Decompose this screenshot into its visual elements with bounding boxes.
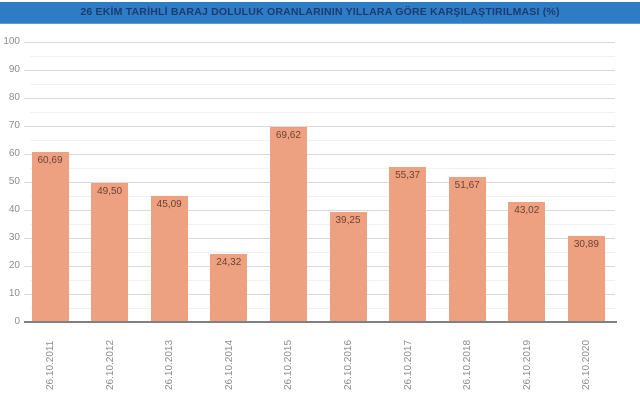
y-axis-tick-label: 40 bbox=[8, 204, 20, 215]
bar: 39,25 bbox=[329, 212, 367, 322]
gridline-major bbox=[24, 126, 615, 127]
gridline-major bbox=[24, 238, 615, 239]
gridline-minor bbox=[30, 168, 615, 169]
bar: 60,69 bbox=[31, 152, 69, 322]
y-axis-tick-label: 100 bbox=[3, 36, 20, 47]
y-axis-tick-label: 60 bbox=[8, 148, 20, 159]
gridline-minor bbox=[30, 84, 615, 85]
bar-value-label: 55,37 bbox=[395, 169, 421, 181]
bar-value-label: 43,02 bbox=[514, 204, 540, 216]
bar: 30,89 bbox=[567, 235, 605, 322]
x-axis-tick-label: 26.10.2019 bbox=[521, 339, 533, 390]
x-axis-tick-label: 26.10.2018 bbox=[462, 339, 474, 390]
gridline-minor bbox=[30, 112, 615, 113]
gridline-minor bbox=[30, 224, 615, 225]
y-axis-tick-label: 20 bbox=[8, 260, 20, 271]
x-axis-tick-label: 26.10.2017 bbox=[402, 339, 414, 390]
bar-value-label: 49,50 bbox=[97, 186, 123, 198]
gridline-major bbox=[24, 154, 615, 155]
bar-value-label: 51,67 bbox=[454, 180, 480, 192]
gridline-major bbox=[24, 42, 615, 43]
bar-value-label: 30,89 bbox=[573, 238, 599, 250]
y-axis-tick-label: 70 bbox=[8, 120, 20, 131]
gridline-minor bbox=[30, 308, 615, 309]
y-axis-tick-label: 0 bbox=[14, 316, 20, 327]
gridline-major bbox=[24, 266, 615, 267]
x-axis-tick-label: 26.10.2011 bbox=[45, 340, 56, 390]
gridline-major bbox=[24, 98, 615, 99]
bar-value-label: 60,69 bbox=[37, 155, 63, 167]
bar: 24,32 bbox=[210, 253, 248, 322]
bar-value-label: 39,25 bbox=[335, 215, 361, 227]
gridline-minor bbox=[30, 196, 615, 197]
gridline-major bbox=[24, 182, 615, 183]
gridline-major bbox=[24, 294, 615, 295]
bar-value-label: 69,62 bbox=[275, 130, 301, 142]
chart-title-bar: 26 EKİM TARİHLİ BARAJ DOLULUK ORANLARINI… bbox=[0, 2, 640, 24]
bar: 55,37 bbox=[389, 166, 427, 322]
y-axis-tick-label: 80 bbox=[8, 92, 20, 103]
gridline-minor bbox=[30, 280, 615, 281]
x-axis-tick-label: 26.10.2014 bbox=[223, 339, 235, 390]
bar-value-label: 24,32 bbox=[216, 256, 242, 268]
x-axis-tick-label: 26.10.2015 bbox=[283, 339, 295, 390]
bar: 43,02 bbox=[508, 201, 546, 322]
gridline-major bbox=[24, 70, 615, 71]
y-axis-tick-label: 10 bbox=[8, 288, 20, 299]
x-axis-tick-label: 26.10.2020 bbox=[581, 339, 593, 390]
bar: 49,50 bbox=[91, 183, 129, 322]
gridline-minor bbox=[30, 252, 615, 253]
gridline-minor bbox=[30, 56, 615, 57]
y-axis-tick-label: 30 bbox=[8, 232, 20, 243]
x-axis-tick-label: 26.10.2013 bbox=[164, 339, 176, 390]
x-axis-tick-label: 26.10.2012 bbox=[104, 339, 116, 390]
bar: 69,62 bbox=[269, 127, 307, 322]
gridline-minor bbox=[30, 140, 615, 141]
y-axis-tick-label: 50 bbox=[8, 176, 20, 187]
bar: 51,67 bbox=[448, 177, 486, 322]
bar: 45,09 bbox=[150, 195, 188, 322]
y-axis-tick-label: 90 bbox=[8, 64, 20, 75]
gridline-major bbox=[24, 210, 615, 211]
x-axis-tick-label: 26.10.2016 bbox=[343, 339, 354, 390]
bar-value-label: 45,09 bbox=[156, 198, 182, 210]
x-axis-line bbox=[24, 321, 617, 323]
